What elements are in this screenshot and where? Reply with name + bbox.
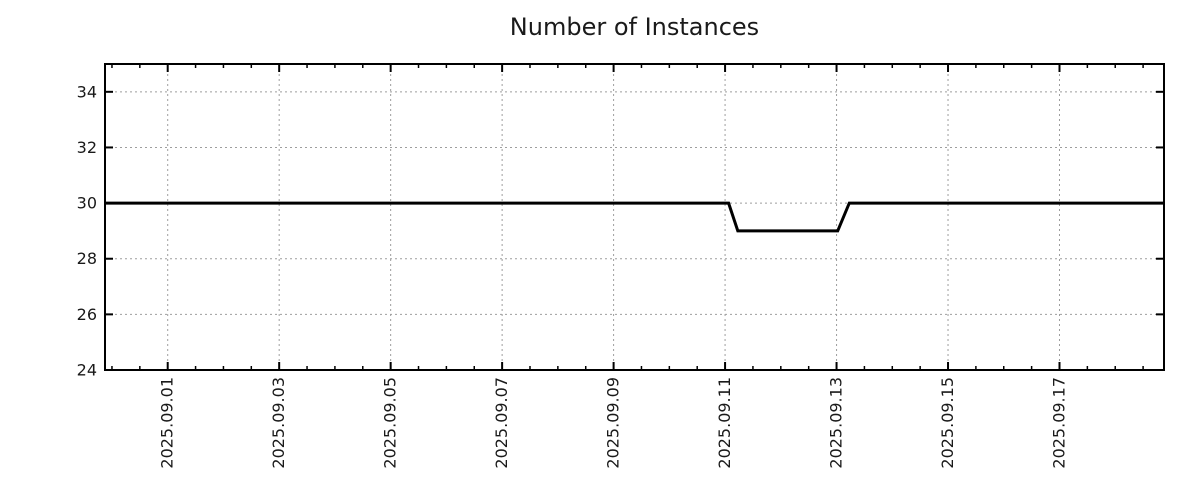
y-tick-label: 34 — [77, 82, 97, 101]
y-tick-label: 28 — [77, 249, 97, 268]
x-tick-label: 2025.09.09 — [604, 377, 623, 469]
y-tick-label: 26 — [77, 305, 97, 324]
x-tick-label: 2025.09.03 — [269, 377, 288, 469]
y-tick-label: 24 — [77, 361, 97, 380]
x-tick-label: 2025.09.15 — [938, 377, 957, 469]
y-tick-label: 30 — [77, 194, 97, 213]
x-tick-label: 2025.09.17 — [1049, 377, 1068, 469]
x-tick-label: 2025.09.13 — [827, 377, 846, 469]
chart-title: Number of Instances — [509, 13, 760, 41]
x-tick-label: 2025.09.07 — [492, 377, 511, 469]
y-tick-label: 32 — [77, 138, 97, 157]
plot-frame — [104, 63, 1165, 371]
x-tick-label: 2025.09.01 — [158, 377, 177, 469]
x-tick-label: 2025.09.11 — [715, 377, 734, 469]
x-tick-label: 2025.09.05 — [381, 377, 400, 469]
series-line-instances — [105, 201, 1164, 233]
